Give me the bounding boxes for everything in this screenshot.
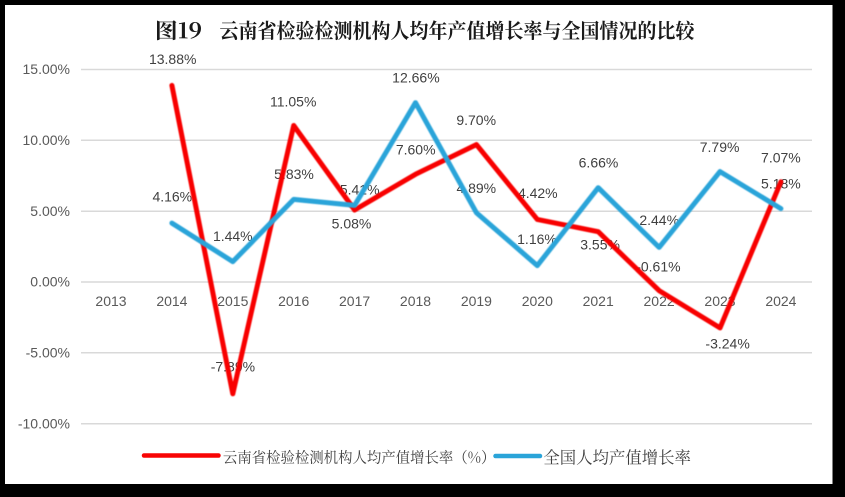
svg-text:4.42%: 4.42% [518, 185, 558, 201]
svg-text:7.60%: 7.60% [396, 142, 436, 158]
svg-text:2024: 2024 [765, 293, 796, 309]
svg-text:-5.00%: -5.00% [26, 344, 70, 360]
svg-text:7.07%: 7.07% [761, 149, 801, 165]
svg-text:-3.24%: -3.24% [705, 336, 749, 352]
svg-text:2017: 2017 [339, 293, 370, 309]
svg-text:5.08%: 5.08% [332, 216, 372, 232]
svg-text:2020: 2020 [522, 293, 553, 309]
svg-text:15.00%: 15.00% [23, 61, 70, 77]
svg-text:10.00%: 10.00% [23, 132, 70, 148]
svg-text:2021: 2021 [583, 293, 614, 309]
svg-text:12.66%: 12.66% [392, 70, 439, 86]
svg-text:-10.00%: -10.00% [18, 415, 70, 431]
svg-text:13.88%: 13.88% [149, 51, 196, 67]
svg-text:1.44%: 1.44% [213, 228, 253, 244]
svg-text:-0.61%: -0.61% [636, 258, 680, 274]
svg-text:5.00%: 5.00% [30, 203, 70, 219]
svg-text:9.70%: 9.70% [456, 112, 496, 128]
svg-text:2.44%: 2.44% [639, 212, 679, 228]
svg-text:7.79%: 7.79% [700, 139, 740, 155]
svg-text:5.41%: 5.41% [340, 181, 380, 197]
svg-text:2016: 2016 [278, 293, 309, 309]
svg-text:-7.89%: -7.89% [211, 359, 255, 375]
svg-text:1.16%: 1.16% [517, 231, 557, 247]
svg-text:2015: 2015 [217, 293, 248, 309]
svg-text:2013: 2013 [95, 293, 126, 309]
svg-text:2014: 2014 [156, 293, 187, 309]
svg-text:2019: 2019 [461, 293, 492, 309]
svg-text:11.05%: 11.05% [270, 94, 316, 110]
svg-text:2018: 2018 [400, 293, 431, 309]
svg-text:4.16%: 4.16% [152, 189, 192, 205]
svg-text:6.66%: 6.66% [579, 155, 619, 171]
svg-text:0.00%: 0.00% [30, 274, 70, 290]
